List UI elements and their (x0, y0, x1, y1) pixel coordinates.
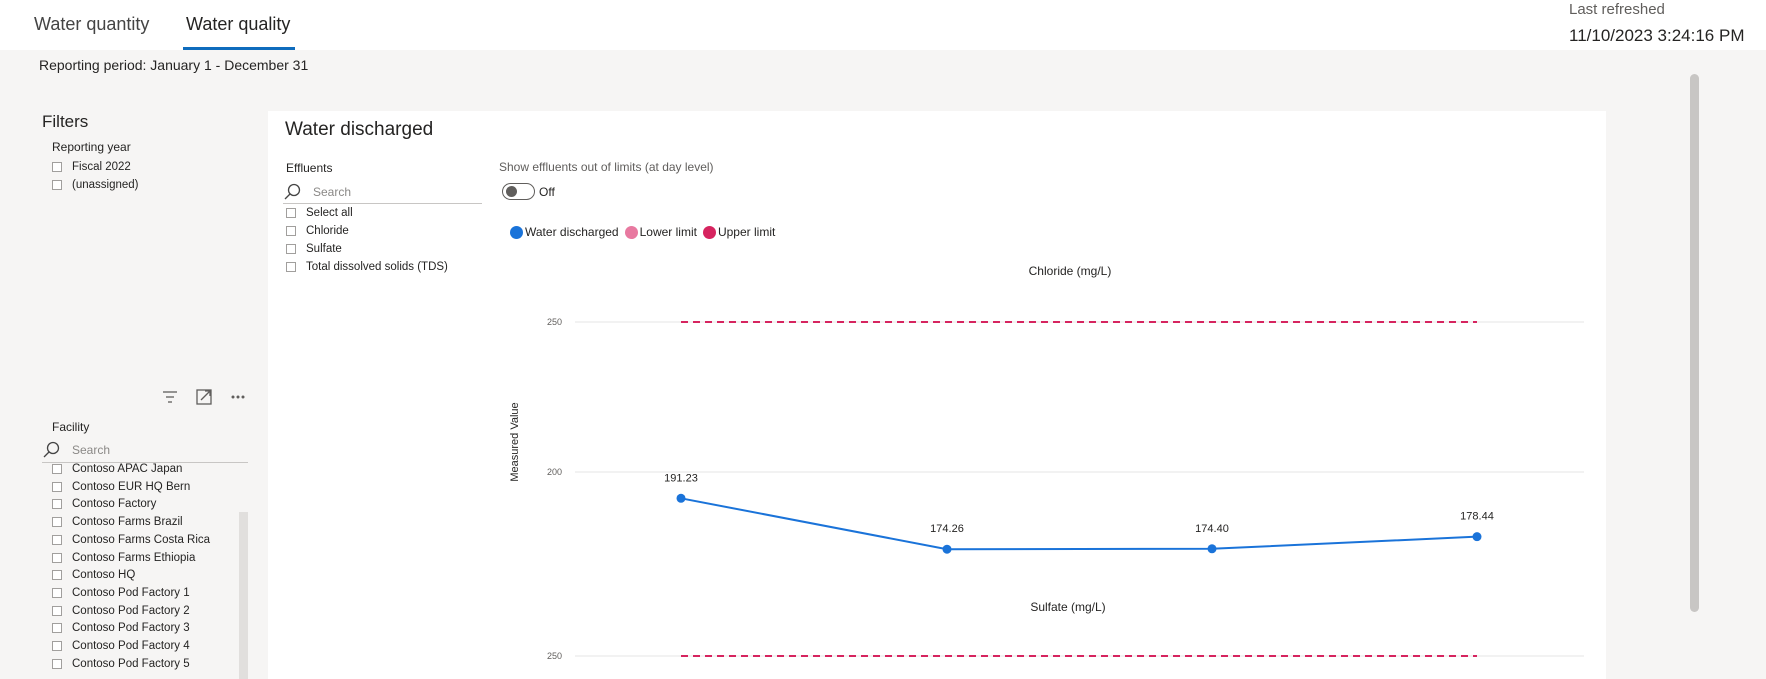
facility-option[interactable]: Contoso Farms Ethiopia (52, 552, 195, 564)
out-of-limits-toggle[interactable] (502, 183, 535, 200)
tab-water-quality[interactable]: Water quality (186, 14, 291, 34)
filter-icon[interactable] (163, 391, 177, 403)
checkbox[interactable] (286, 208, 296, 218)
data-label: 174.40 (1195, 523, 1229, 535)
water-discharged-panel: Water discharged Effluents Search Select… (268, 111, 1606, 679)
facility-option[interactable]: Contoso EUR HQ Bern (52, 481, 190, 493)
effluent-option[interactable]: Sulfate (286, 243, 342, 255)
search-icon (43, 441, 60, 458)
chart-legend: Water discharged Lower limit Upper limit (510, 225, 781, 239)
checkbox[interactable] (52, 464, 62, 474)
facility-option[interactable]: Contoso HQ (52, 569, 135, 581)
effluents-search-input[interactable]: Search (313, 184, 352, 199)
legend-dot (702, 225, 716, 239)
toggle-knob (506, 186, 517, 197)
checkbox[interactable] (52, 605, 62, 616)
effluent-option[interactable]: Chloride (286, 225, 349, 237)
legend-item[interactable]: Lower limit (624, 225, 697, 239)
line-chart: Chloride (mg/L) Measured Value 250 200 191.2… (509, 264, 1584, 661)
search-icon (284, 183, 301, 199)
visual-header-icons (163, 389, 245, 405)
filters-title: Filters (42, 112, 89, 131)
y-axis-label: Measured Value (509, 402, 521, 481)
data-point (1472, 532, 1482, 542)
more-options-icon[interactable] (231, 395, 245, 399)
facility-label: Facility (52, 420, 90, 434)
facility-search[interactable]: Search (42, 438, 248, 463)
legend-dot (510, 225, 523, 239)
checkbox[interactable] (52, 623, 62, 634)
facility-option[interactable]: Contoso Pod Factory 4 (52, 640, 190, 652)
facility-option[interactable]: Contoso Pod Factory 1 (52, 587, 190, 599)
tab-water-quantity[interactable]: Water quantity (34, 14, 150, 34)
panel-title: Water discharged (285, 119, 434, 140)
checkbox[interactable] (52, 641, 62, 651)
chart-title: Chloride (mg/L) (1029, 264, 1112, 278)
legend-dot (624, 225, 638, 239)
facility-option[interactable]: Contoso Farms Costa Rica (52, 534, 210, 546)
facility-search-input[interactable]: Search (72, 443, 111, 457)
data-point (942, 544, 952, 554)
checkbox[interactable] (52, 552, 62, 563)
checkbox[interactable] (52, 587, 62, 598)
checkbox[interactable] (52, 570, 62, 581)
reporting-year-option[interactable]: (unassigned) (52, 179, 138, 191)
facility-option[interactable]: Contoso Pod Factory 5 (52, 658, 190, 670)
facility-option[interactable]: Contoso Pod Factory 3 (52, 622, 190, 634)
facility-option[interactable]: Contoso Pod Factory 2 (52, 605, 190, 617)
active-tab-indicator (183, 47, 295, 50)
checkbox[interactable] (286, 262, 296, 272)
reporting-period: Reporting period: January 1 - December 3… (39, 57, 309, 73)
chart-title: Sulfate (mg/L) (1030, 600, 1105, 614)
checkbox[interactable] (52, 534, 62, 545)
facility-option[interactable]: Contoso Factory (52, 498, 156, 510)
reporting-year-option[interactable]: Fiscal 2022 (52, 161, 131, 173)
toggle-label: Show effluents out of limits (at day lev… (499, 160, 714, 174)
reporting-year-label: Reporting year (52, 140, 131, 154)
legend-item[interactable]: Water discharged (510, 225, 619, 239)
toggle-state: Off (539, 185, 555, 199)
effluents-label: Effluents (286, 161, 333, 175)
y-tick-label: 250 (547, 317, 562, 327)
facility-option[interactable]: Contoso Farms Brazil (52, 516, 183, 528)
data-label: 178.44 (1460, 511, 1494, 523)
effluents-search[interactable]: Search (283, 180, 482, 204)
expand-icon[interactable] (196, 389, 212, 405)
checkbox[interactable] (52, 517, 62, 528)
water-discharged-line (680, 497, 1478, 551)
effluent-option[interactable]: Select all (286, 207, 353, 219)
checkbox[interactable] (52, 162, 62, 172)
page-scrollbar[interactable] (1690, 74, 1699, 612)
facility-option[interactable]: Contoso APAC Japan (52, 463, 182, 475)
data-label: 191.23 (664, 472, 698, 484)
legend-item[interactable]: Upper limit (702, 225, 775, 239)
last-refreshed-value: 11/10/2023 3:24:16 PM (1569, 26, 1745, 45)
checkbox[interactable] (52, 180, 62, 190)
checkbox[interactable] (286, 226, 296, 236)
data-label: 174.26 (930, 523, 964, 535)
top-bar: Water quantity Water quality Last refres… (0, 0, 1766, 50)
data-point (676, 493, 686, 503)
checkbox[interactable] (52, 658, 62, 669)
last-refreshed-label: Last refreshed (1569, 1, 1665, 18)
y-tick-label: 250 (547, 651, 562, 661)
y-tick-label: 200 (547, 467, 562, 477)
checkbox[interactable] (52, 499, 62, 510)
data-point (1207, 544, 1217, 554)
checkbox[interactable] (286, 244, 296, 254)
checkbox[interactable] (52, 481, 62, 492)
effluent-option[interactable]: Total dissolved solids (TDS) (286, 261, 448, 273)
facility-scrollbar[interactable] (239, 512, 248, 679)
